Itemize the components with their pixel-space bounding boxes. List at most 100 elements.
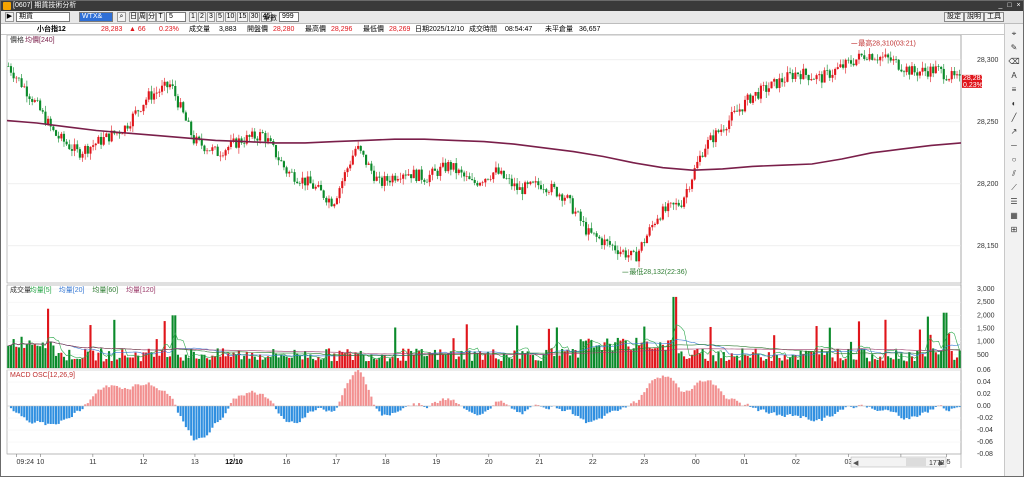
fibonacci-icon[interactable]: ☰ xyxy=(1008,196,1020,207)
volume-value: 3,883 xyxy=(219,24,237,35)
chart-area[interactable]: 28,30028,25028,20028,150價格均價[240]28,2830… xyxy=(1,35,1004,478)
minute-button[interactable]: 分 xyxy=(147,12,156,22)
macd-bar xyxy=(452,400,454,406)
tick-button[interactable]: T xyxy=(156,12,165,22)
candle-body xyxy=(643,242,645,243)
candle-body xyxy=(929,67,931,77)
candle-body xyxy=(187,121,189,122)
volume-bar xyxy=(129,357,131,368)
week-button[interactable]: 周 xyxy=(138,12,147,22)
color-icon[interactable]: ◐ xyxy=(1008,98,1020,109)
volume-bar xyxy=(935,352,937,368)
candle-body xyxy=(802,69,804,79)
candle-body xyxy=(627,255,629,257)
macd-bar xyxy=(728,399,730,406)
search-icon[interactable]: ⌕ xyxy=(117,12,126,22)
eraser-icon[interactable]: ⌫ xyxy=(1008,56,1020,67)
interval-button-30[interactable]: 30 xyxy=(249,12,260,22)
pen-icon[interactable]: ✎ xyxy=(1008,42,1020,53)
macd-tick-label: -0.04 xyxy=(977,427,993,434)
bars-input[interactable]: 999 xyxy=(279,12,299,22)
macd-bar xyxy=(784,406,786,417)
help-button[interactable]: 說明 xyxy=(964,12,984,22)
channel-icon[interactable]: ⫽ xyxy=(1008,168,1020,179)
volume-bar xyxy=(847,349,849,368)
volume-bar xyxy=(39,346,41,368)
macd-bar xyxy=(95,393,97,406)
candle-body xyxy=(203,146,205,152)
trend-icon[interactable]: ⟋ xyxy=(1008,182,1020,193)
candle-body xyxy=(927,71,929,76)
macd-bar xyxy=(641,395,643,406)
interval-button-10[interactable]: 10 xyxy=(225,12,236,22)
volume-bar xyxy=(158,356,160,368)
macd-bar xyxy=(169,396,171,406)
product-select[interactable]: 期貨 xyxy=(16,12,70,22)
ray-icon[interactable]: ↗ xyxy=(1008,126,1020,137)
macd-bar xyxy=(879,406,881,411)
circle-icon[interactable]: ○ xyxy=(1008,154,1020,165)
volume-bar xyxy=(569,355,571,368)
measure-icon[interactable]: ⊞ xyxy=(1008,224,1020,235)
macd-bar xyxy=(362,377,364,406)
macd-bar xyxy=(97,390,99,406)
play-icon[interactable]: ▶ xyxy=(5,12,14,22)
maximize-button[interactable]: □ xyxy=(1005,2,1014,10)
macd-bar xyxy=(643,392,645,406)
grid-icon[interactable]: ▦ xyxy=(1008,210,1020,221)
symbol-input[interactable]: WTX& xyxy=(79,12,113,22)
candle-body xyxy=(805,69,807,75)
cursor-icon[interactable]: ⌖ xyxy=(1008,28,1020,39)
x-tick-label: 02 xyxy=(792,459,800,466)
macd-bar xyxy=(134,384,136,406)
volume-bar xyxy=(606,339,608,368)
volume-bar xyxy=(140,361,142,368)
interval-button-2[interactable]: 2 xyxy=(198,12,206,22)
candle-body xyxy=(405,175,407,176)
tools-button[interactable]: 工具 xyxy=(984,12,1004,22)
volume-bar xyxy=(821,349,823,368)
candle-body xyxy=(511,179,513,187)
macd-bar xyxy=(392,406,394,413)
candle-body xyxy=(415,170,417,181)
close-button[interactable]: × xyxy=(1014,2,1023,10)
volume-bar xyxy=(320,359,322,368)
volume-bar xyxy=(134,353,136,368)
interval-button-5[interactable]: 5 xyxy=(216,12,224,22)
volume-bar xyxy=(89,325,91,368)
interval-button-15[interactable]: 15 xyxy=(237,12,248,22)
volume-bar xyxy=(286,357,288,368)
volume-bar xyxy=(725,361,727,368)
candle-body xyxy=(484,179,486,183)
line-icon[interactable]: ╱ xyxy=(1008,112,1020,123)
x-tick-label: 10 xyxy=(36,459,44,466)
day-button[interactable]: 日 xyxy=(129,12,138,22)
macd-bar xyxy=(646,388,648,406)
interval-select[interactable]: 5 xyxy=(166,12,186,22)
macd-bar xyxy=(402,406,404,408)
volume-bar xyxy=(211,356,213,368)
volume-bar xyxy=(707,361,709,368)
macd-bar xyxy=(368,390,370,406)
candle-body xyxy=(813,79,815,80)
volume-bar xyxy=(945,313,947,368)
volume-bar xyxy=(431,353,433,368)
x-tick-label: 17 xyxy=(332,459,340,466)
candle-body xyxy=(243,143,245,144)
candle-body xyxy=(190,122,192,135)
candle-body xyxy=(439,167,441,176)
macd-bar xyxy=(929,406,931,410)
candle-body xyxy=(26,86,28,96)
hline-icon[interactable]: ─ xyxy=(1008,140,1020,151)
candle-body xyxy=(951,71,953,79)
interval-button-3[interactable]: 3 xyxy=(207,12,215,22)
candle-body xyxy=(871,54,873,60)
macd-bar xyxy=(320,406,322,408)
candle-body xyxy=(137,110,139,111)
interval-button-1[interactable]: 1 xyxy=(189,12,197,22)
candle-body xyxy=(858,54,860,60)
minimize-button[interactable]: _ xyxy=(996,2,1005,10)
text-icon[interactable]: A xyxy=(1008,70,1020,81)
horizontal-lines-icon[interactable]: ≡ xyxy=(1008,84,1020,95)
settings-button[interactable]: 設定 xyxy=(944,12,964,22)
